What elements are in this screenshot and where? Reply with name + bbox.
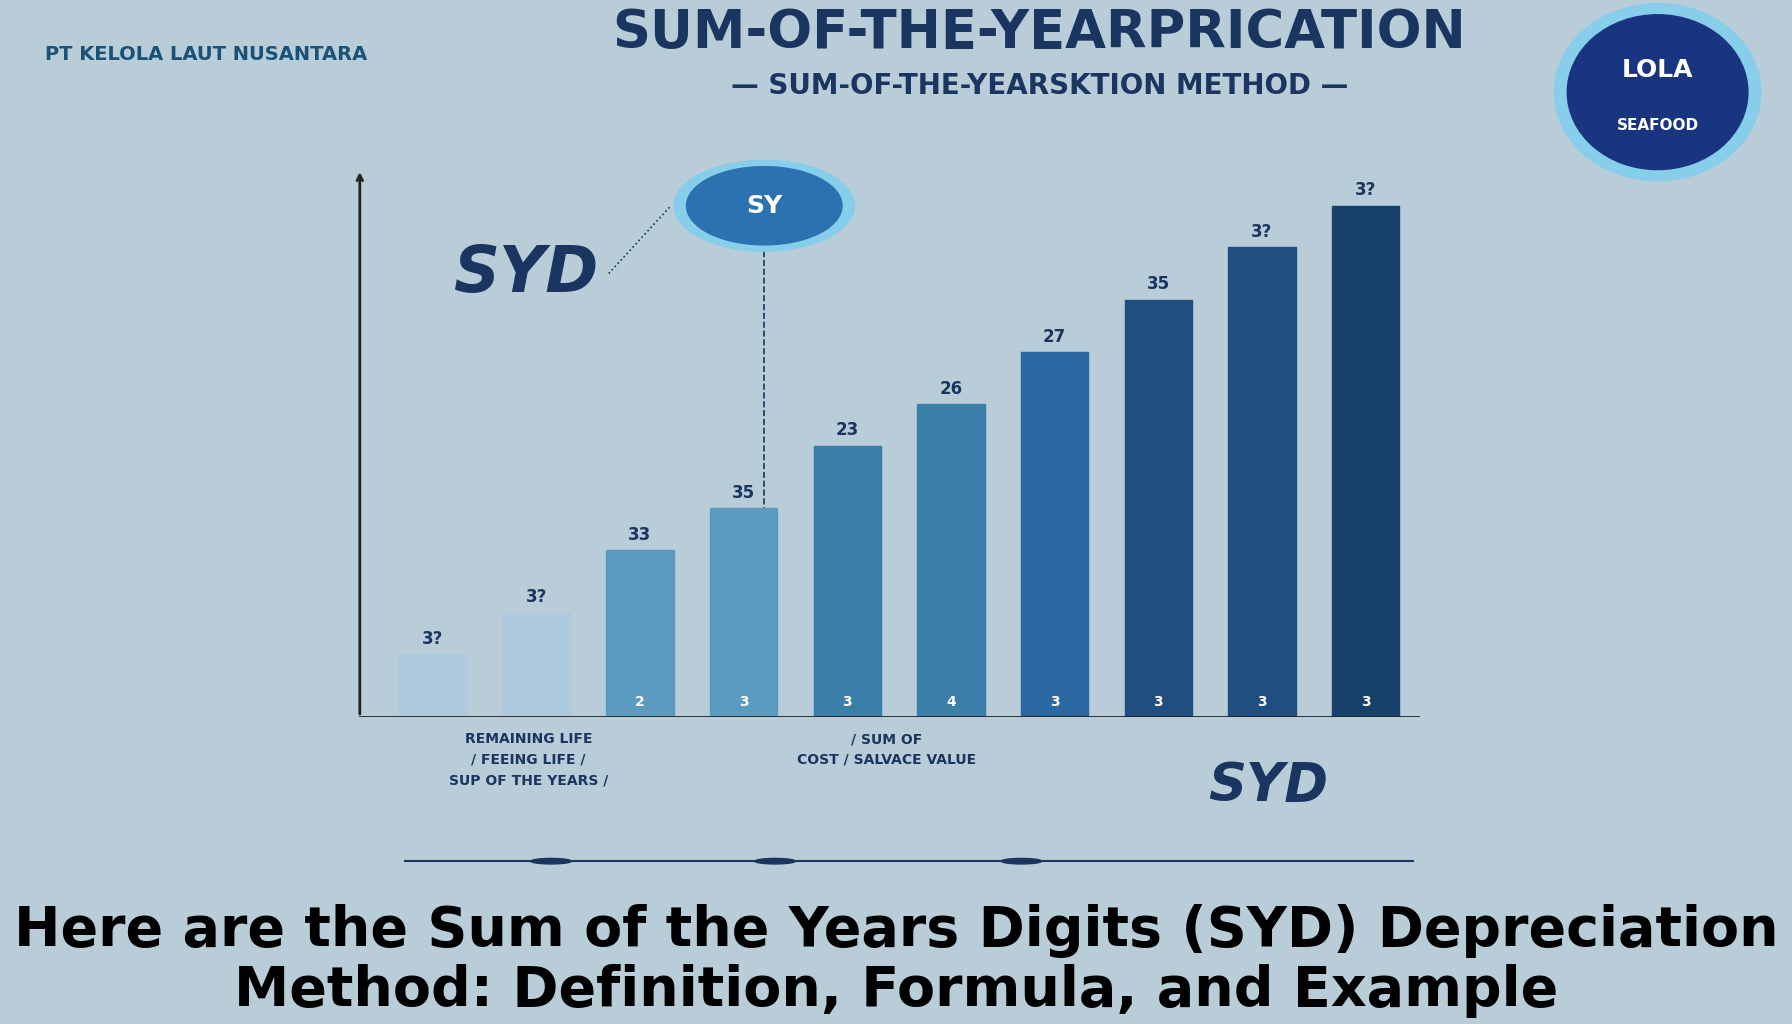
Bar bbox=[1021, 352, 1088, 717]
Text: 27: 27 bbox=[1043, 328, 1066, 345]
Circle shape bbox=[754, 858, 796, 864]
Text: 3: 3 bbox=[738, 695, 749, 709]
Circle shape bbox=[674, 161, 855, 251]
Bar bbox=[606, 550, 674, 717]
Text: 2: 2 bbox=[634, 695, 645, 709]
Text: SEAFOOD: SEAFOOD bbox=[1616, 118, 1699, 133]
Circle shape bbox=[1568, 14, 1747, 170]
Text: 3?: 3? bbox=[525, 588, 547, 606]
Text: 33: 33 bbox=[629, 525, 652, 544]
Text: 3?: 3? bbox=[421, 630, 443, 648]
Text: SYD: SYD bbox=[1208, 760, 1328, 812]
Bar bbox=[918, 403, 984, 717]
Text: PT KELOLA LAUT NUSANTARA: PT KELOLA LAUT NUSANTARA bbox=[45, 44, 367, 63]
Bar bbox=[1125, 300, 1192, 717]
Circle shape bbox=[1554, 4, 1762, 180]
Text: 3: 3 bbox=[1360, 695, 1371, 709]
Text: 3?: 3? bbox=[1355, 181, 1376, 200]
Bar bbox=[1228, 248, 1296, 717]
Text: SYD: SYD bbox=[453, 243, 599, 304]
Text: Here are the Sum of the Years Digits (SYD) Depreciation: Here are the Sum of the Years Digits (SY… bbox=[14, 904, 1778, 957]
Text: 3: 3 bbox=[1050, 695, 1059, 709]
Circle shape bbox=[1002, 858, 1041, 864]
Text: 4: 4 bbox=[946, 695, 955, 709]
Text: 35: 35 bbox=[731, 484, 754, 502]
Bar bbox=[1331, 206, 1400, 717]
Text: SY: SY bbox=[745, 194, 783, 218]
Text: 3: 3 bbox=[842, 695, 851, 709]
Text: SUM-OF-THE-YEARPRICATION: SUM-OF-THE-YEARPRICATION bbox=[613, 7, 1466, 59]
Text: 3: 3 bbox=[1258, 695, 1267, 709]
Circle shape bbox=[530, 858, 572, 864]
Text: LOLA: LOLA bbox=[1622, 58, 1693, 82]
Text: REMAINING LIFE
/ FEEING LIFE /
SUP OF THE YEARS /: REMAINING LIFE / FEEING LIFE / SUP OF TH… bbox=[450, 732, 607, 787]
Bar bbox=[502, 612, 570, 717]
Bar bbox=[398, 654, 466, 717]
Text: 35: 35 bbox=[1147, 275, 1170, 293]
Text: 3: 3 bbox=[1154, 695, 1163, 709]
Circle shape bbox=[686, 167, 842, 245]
Text: 26: 26 bbox=[939, 380, 962, 397]
Bar bbox=[814, 445, 882, 717]
Text: 23: 23 bbox=[835, 421, 858, 439]
Text: 3?: 3? bbox=[1251, 223, 1272, 242]
Text: Method: Definition, Formula, and Example: Method: Definition, Formula, and Example bbox=[235, 964, 1557, 1018]
Text: / SUM OF
COST / SALVACE VALUE: / SUM OF COST / SALVACE VALUE bbox=[797, 732, 977, 767]
Bar bbox=[710, 508, 778, 717]
Text: — SUM-OF-THE-YEARSΚTION METHOD —: — SUM-OF-THE-YEARSΚTION METHOD — bbox=[731, 72, 1348, 100]
